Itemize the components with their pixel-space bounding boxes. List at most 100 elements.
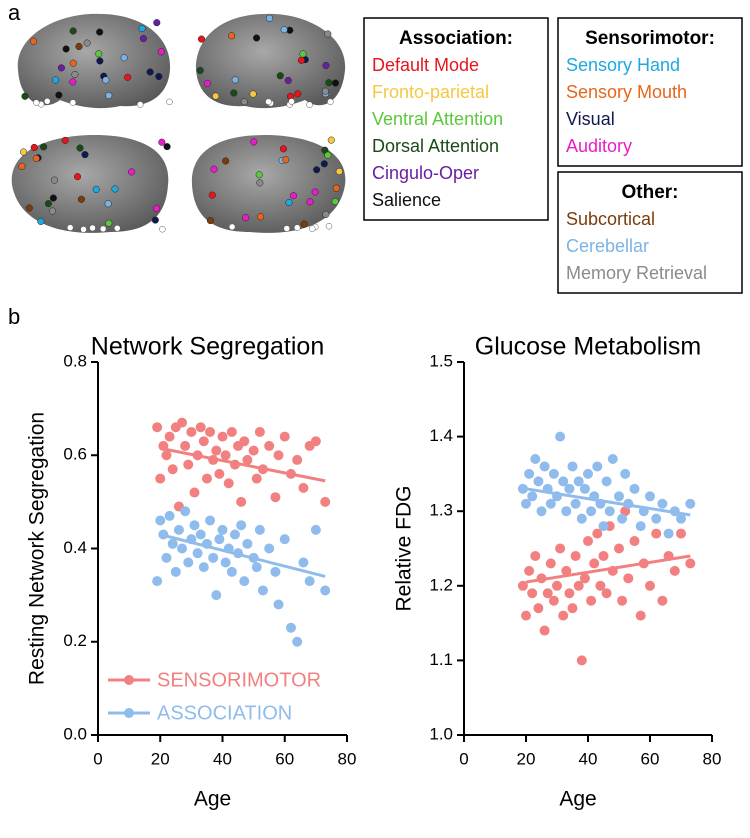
data-point <box>614 543 624 554</box>
data-point <box>545 558 556 569</box>
legend-item: Default Mode <box>372 55 479 75</box>
brain-node <box>57 64 65 72</box>
brain-node <box>240 98 248 106</box>
data-point <box>183 459 194 470</box>
brain-node <box>44 200 52 208</box>
data-point <box>214 534 225 545</box>
brain-node <box>306 198 314 206</box>
data-point <box>152 422 163 433</box>
data-point <box>242 538 253 549</box>
data-point <box>573 580 584 591</box>
data-point <box>589 558 600 569</box>
brain-node <box>66 224 74 231</box>
brain-node <box>30 143 38 152</box>
brain-node <box>294 90 302 98</box>
brain-node <box>322 61 330 70</box>
brain-node <box>44 98 51 105</box>
data-point <box>539 461 550 472</box>
data-point <box>592 528 603 539</box>
brain-node <box>146 68 154 76</box>
trend-line <box>159 446 326 483</box>
brain-lateral-left <box>17 13 171 109</box>
data-point <box>320 496 331 507</box>
brain-node <box>21 92 29 100</box>
data-point <box>539 625 550 636</box>
data-point <box>217 431 228 442</box>
data-point <box>270 492 281 503</box>
brain-node <box>92 185 100 193</box>
data-point <box>517 483 528 494</box>
brain-node <box>283 225 291 232</box>
data-point <box>548 595 559 606</box>
data-point <box>273 599 284 610</box>
data-point <box>152 576 163 587</box>
data-point <box>167 464 178 475</box>
brain-images <box>11 13 346 233</box>
data-point <box>223 478 234 489</box>
data-point <box>292 454 303 465</box>
data-point <box>195 422 206 433</box>
legend-title: Sensorimotor: <box>585 28 715 49</box>
data-point <box>635 610 646 621</box>
brain-node <box>48 207 57 215</box>
brain-node <box>163 143 171 151</box>
data-point <box>298 482 309 493</box>
legend-label: ASSOCIATION <box>157 702 292 724</box>
x-tick-label: 80 <box>338 749 357 768</box>
data-point <box>161 552 172 563</box>
data-point <box>530 550 541 561</box>
brain-node <box>138 24 146 32</box>
legend-item: Cingulo-Oper <box>372 163 479 183</box>
data-point <box>567 461 578 472</box>
brain-node <box>114 225 121 232</box>
brain-node <box>25 204 33 212</box>
brain-node <box>75 42 83 51</box>
data-point <box>555 431 566 442</box>
y-tick-label: 0.6 <box>63 445 87 464</box>
brain-node <box>324 151 332 159</box>
brain-node <box>69 78 77 86</box>
data-point <box>564 483 575 494</box>
data-point <box>576 655 587 666</box>
brain-node <box>33 99 40 106</box>
data-point <box>170 566 181 577</box>
brain-medial-right <box>191 135 346 233</box>
data-point <box>226 566 237 577</box>
brain-node <box>96 57 104 65</box>
data-point <box>598 550 609 561</box>
data-point <box>598 521 609 532</box>
brain-node <box>222 157 230 165</box>
brain-node <box>105 91 113 100</box>
data-point <box>623 573 634 584</box>
brain-node <box>320 160 328 168</box>
data-point <box>676 513 686 524</box>
data-point <box>226 426 237 437</box>
brain-node <box>157 48 165 56</box>
brain-node <box>255 171 263 179</box>
data-point <box>579 483 590 494</box>
data-point <box>239 576 250 587</box>
x-tick-label: 20 <box>151 749 170 768</box>
data-point <box>279 534 290 545</box>
y-tick-label: 1.3 <box>429 501 453 520</box>
data-point <box>254 524 265 535</box>
brain-node <box>155 72 163 81</box>
data-point <box>548 468 559 479</box>
brain-node <box>40 143 48 151</box>
data-point <box>583 536 593 547</box>
data-point <box>645 491 655 502</box>
brain-node <box>308 225 316 232</box>
data-point <box>530 453 541 464</box>
data-point <box>251 473 262 484</box>
brain-node <box>293 224 301 231</box>
data-point <box>570 550 581 561</box>
data-point <box>533 476 544 487</box>
brain-node <box>158 138 166 146</box>
data-point <box>189 520 200 531</box>
legend-item: Salience <box>372 190 441 210</box>
legend-marker <box>124 675 134 685</box>
brain-node <box>203 79 211 87</box>
data-point <box>601 588 612 599</box>
brain-node <box>89 224 96 232</box>
y-tick-label: 1.1 <box>429 650 453 669</box>
